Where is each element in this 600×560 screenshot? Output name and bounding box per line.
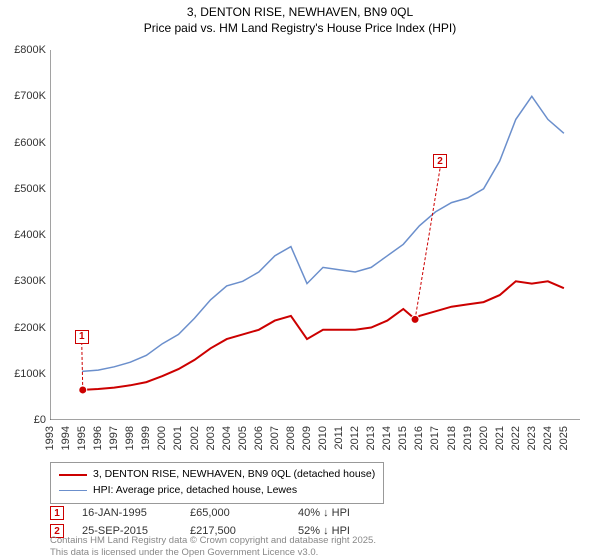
y-tick-label: £0: [34, 414, 46, 426]
legend: 3, DENTON RISE, NEWHAVEN, BN9 0QL (detac…: [50, 462, 384, 504]
x-tick-label: 2022: [510, 426, 522, 450]
footer-line2: This data is licensed under the Open Gov…: [50, 547, 376, 558]
sale-point-price: £65,000: [190, 507, 280, 519]
chart-container: 3, DENTON RISE, NEWHAVEN, BN9 0QL Price …: [0, 0, 600, 560]
sale-point-date: 16-JAN-1995: [82, 507, 172, 519]
y-tick-label: £400K: [14, 229, 46, 241]
y-tick-label: £100K: [14, 368, 46, 380]
x-tick-label: 1999: [140, 426, 152, 450]
x-tick-label: 2011: [333, 426, 345, 450]
x-tick-label: 2001: [172, 426, 184, 450]
legend-item: HPI: Average price, detached house, Lewe…: [59, 483, 375, 499]
x-tick-label: 1996: [92, 426, 104, 450]
x-tick-label: 2021: [494, 426, 506, 450]
chart-svg: [50, 50, 580, 420]
y-tick-label: £700K: [14, 90, 46, 102]
x-tick-label: 2005: [237, 426, 249, 450]
x-axis-labels: 1993199419951996199719981999200020012002…: [50, 420, 580, 460]
x-tick-label: 2017: [429, 426, 441, 450]
sale-point-hpi-delta: 40% ↓ HPI: [298, 507, 388, 519]
x-tick-label: 2004: [221, 426, 233, 450]
footer-attribution: Contains HM Land Registry data © Crown c…: [50, 535, 376, 558]
legend-label: 3, DENTON RISE, NEWHAVEN, BN9 0QL (detac…: [93, 467, 375, 483]
x-tick-label: 2002: [189, 426, 201, 450]
x-tick-label: 2015: [397, 426, 409, 450]
footer-line1: Contains HM Land Registry data © Crown c…: [50, 535, 376, 546]
x-tick-label: 1995: [76, 426, 88, 450]
legend-swatch: [59, 490, 87, 491]
x-tick-label: 2010: [317, 426, 329, 450]
x-tick-label: 2020: [478, 426, 490, 450]
sale-point-row: 1 16-JAN-1995 £65,000 40% ↓ HPI: [50, 504, 388, 522]
x-tick-label: 2000: [156, 426, 168, 450]
x-tick-label: 2019: [462, 426, 474, 450]
x-tick-label: 1993: [44, 426, 56, 450]
plot-marker-1: 1: [75, 330, 89, 344]
y-tick-label: £600K: [14, 137, 46, 149]
legend-item: 3, DENTON RISE, NEWHAVEN, BN9 0QL (detac…: [59, 467, 375, 483]
x-tick-label: 1997: [108, 426, 120, 450]
x-tick-label: 2006: [253, 426, 265, 450]
x-tick-label: 2009: [301, 426, 313, 450]
legend-swatch: [59, 474, 87, 476]
x-tick-label: 2008: [285, 426, 297, 450]
x-tick-label: 1998: [124, 426, 136, 450]
x-tick-label: 2012: [349, 426, 361, 450]
x-tick-label: 2016: [413, 426, 425, 450]
y-tick-label: £300K: [14, 275, 46, 287]
x-tick-label: 2007: [269, 426, 281, 450]
x-tick-label: 2018: [446, 426, 458, 450]
y-axis-labels: £0£100K£200K£300K£400K£500K£600K£700K£80…: [0, 50, 48, 420]
x-tick-label: 2024: [542, 426, 554, 450]
y-tick-label: £500K: [14, 183, 46, 195]
legend-label: HPI: Average price, detached house, Lewe…: [93, 483, 297, 499]
title-block: 3, DENTON RISE, NEWHAVEN, BN9 0QL Price …: [0, 0, 600, 36]
x-tick-label: 2003: [205, 426, 217, 450]
y-tick-label: £200K: [14, 322, 46, 334]
x-tick-label: 2023: [526, 426, 538, 450]
title-line2: Price paid vs. HM Land Registry's House …: [0, 20, 600, 36]
x-tick-label: 2025: [558, 426, 570, 450]
x-tick-label: 2014: [381, 426, 393, 450]
x-tick-label: 1994: [60, 426, 72, 450]
plot-marker-2: 2: [433, 154, 447, 168]
chart-plot-area: 12: [50, 50, 580, 420]
y-tick-label: £800K: [14, 44, 46, 56]
x-tick-label: 2013: [365, 426, 377, 450]
sale-point-marker: 1: [50, 506, 64, 520]
title-line1: 3, DENTON RISE, NEWHAVEN, BN9 0QL: [0, 4, 600, 20]
